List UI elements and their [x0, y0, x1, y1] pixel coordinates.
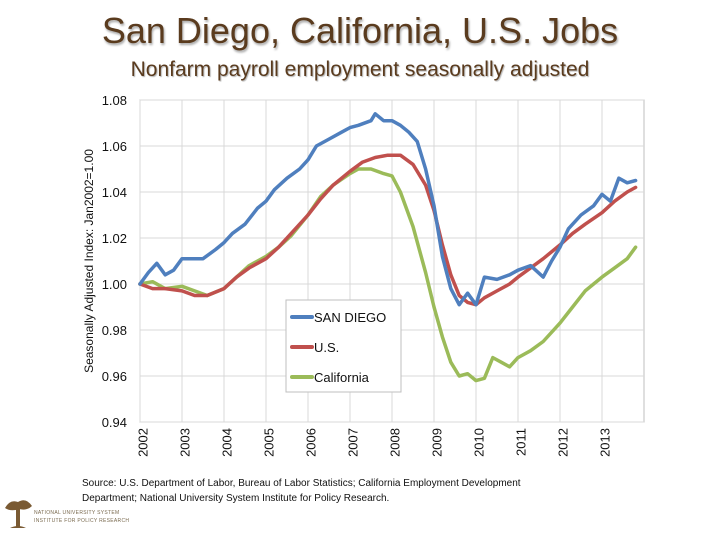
x-tick-label: 2010	[471, 428, 486, 457]
legend-label-california: California	[314, 370, 370, 385]
logo-line-2: INSTITUTE FOR POLICY RESEARCH	[34, 518, 130, 524]
institute-logo: NATIONAL UNIVERSITY SYSTEM INSTITUTE FOR…	[2, 494, 132, 534]
y-tick-label: 1.04	[102, 185, 127, 200]
y-tick-label: 1.08	[102, 93, 127, 108]
x-tick-label: 2008	[387, 428, 402, 457]
logo-line-1: NATIONAL UNIVERSITY SYSTEM	[34, 510, 120, 516]
x-tick-label: 2005	[261, 428, 276, 457]
source-note: Source: U.S. Department of Labor, Bureau…	[82, 478, 521, 504]
legend-label-us: U.S.	[314, 340, 339, 355]
page-title: San Diego, California, U.S. Jobs	[101, 10, 619, 51]
y-axis-label: Seasonally Adjusted Index: Jan2002=1.00	[82, 149, 96, 373]
page-subtitle: Nonfarm payroll employment seasonally ad…	[130, 58, 590, 81]
x-tick-label: 2009	[429, 428, 444, 457]
x-tick-label: 2006	[303, 428, 318, 457]
y-tick-label: 0.98	[102, 323, 127, 338]
series-line-us	[138, 153, 638, 307]
y-tick-label: 1.06	[102, 139, 127, 154]
y-tick-label: 1.00	[102, 277, 127, 292]
x-tick-label: 2004	[219, 428, 234, 457]
x-tick-label: 2012	[555, 428, 570, 457]
y-tick-label: 1.02	[102, 231, 127, 246]
x-tick-label: 2007	[345, 428, 360, 457]
legend: SAN DIEGO U.S. California	[285, 299, 402, 393]
y-tick-label: 0.94	[102, 415, 127, 430]
y-tick-label: 0.96	[102, 369, 127, 384]
legend-label-san-diego: SAN DIEGO	[314, 310, 386, 325]
x-tick-label: 2003	[177, 428, 192, 457]
x-tick-label: 2002	[135, 428, 150, 457]
x-tick-label: 2013	[597, 428, 612, 457]
x-tick-label: 2011	[513, 428, 528, 456]
tree-logo-icon	[5, 500, 32, 528]
series-line-san-diego	[138, 112, 638, 307]
